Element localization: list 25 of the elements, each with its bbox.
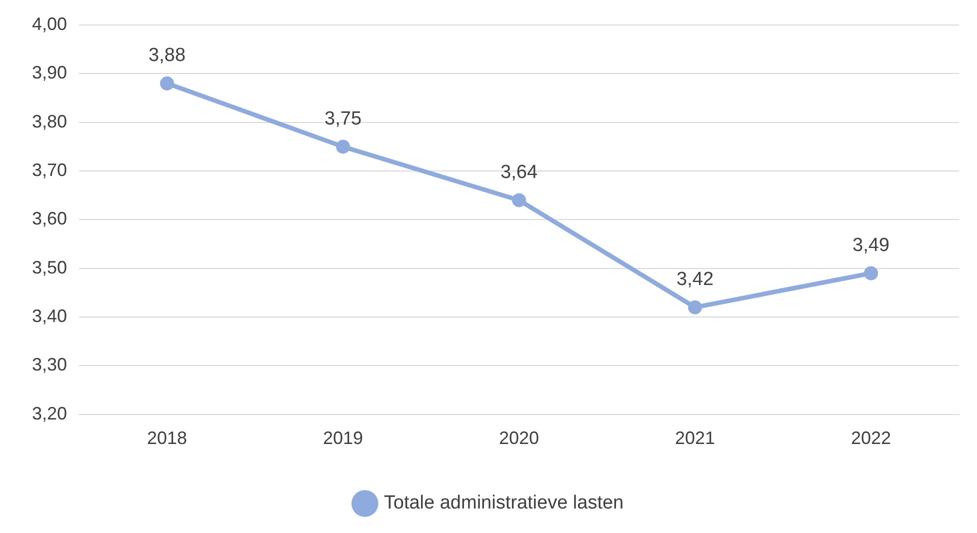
y-tick-label: 3,70 bbox=[32, 160, 68, 180]
x-tick-label: 2019 bbox=[323, 428, 364, 448]
data-label: 3,49 bbox=[852, 234, 890, 256]
x-tick-label: 2018 bbox=[147, 428, 188, 448]
point bbox=[336, 140, 350, 154]
y-tick-label: 3,60 bbox=[32, 208, 68, 229]
x-tick-label: 2022 bbox=[850, 428, 892, 448]
x-tick-label: 2021 bbox=[674, 428, 716, 448]
x-tick-label: 2020 bbox=[498, 428, 540, 448]
data-label: 3,64 bbox=[500, 162, 538, 183]
y-tick-label: 3,40 bbox=[32, 306, 68, 326]
y-tick-label: 3,90 bbox=[32, 62, 68, 83]
legend-label: Totale administratieve lasten bbox=[384, 492, 624, 514]
point bbox=[688, 300, 702, 314]
y-tick-label: 3,50 bbox=[32, 257, 68, 278]
y-tick-label: 3,30 bbox=[32, 354, 68, 375]
y-tick-label: 3,80 bbox=[32, 111, 68, 132]
y-tick-label: 3,20 bbox=[32, 403, 68, 424]
data-label: 3,75 bbox=[324, 108, 362, 130]
point bbox=[160, 76, 174, 90]
data-label: 3,88 bbox=[148, 45, 186, 66]
data-label: 3,42 bbox=[676, 269, 714, 290]
y-tick-label: 4,00 bbox=[32, 14, 68, 34]
point bbox=[512, 193, 526, 208]
point bbox=[864, 266, 878, 280]
